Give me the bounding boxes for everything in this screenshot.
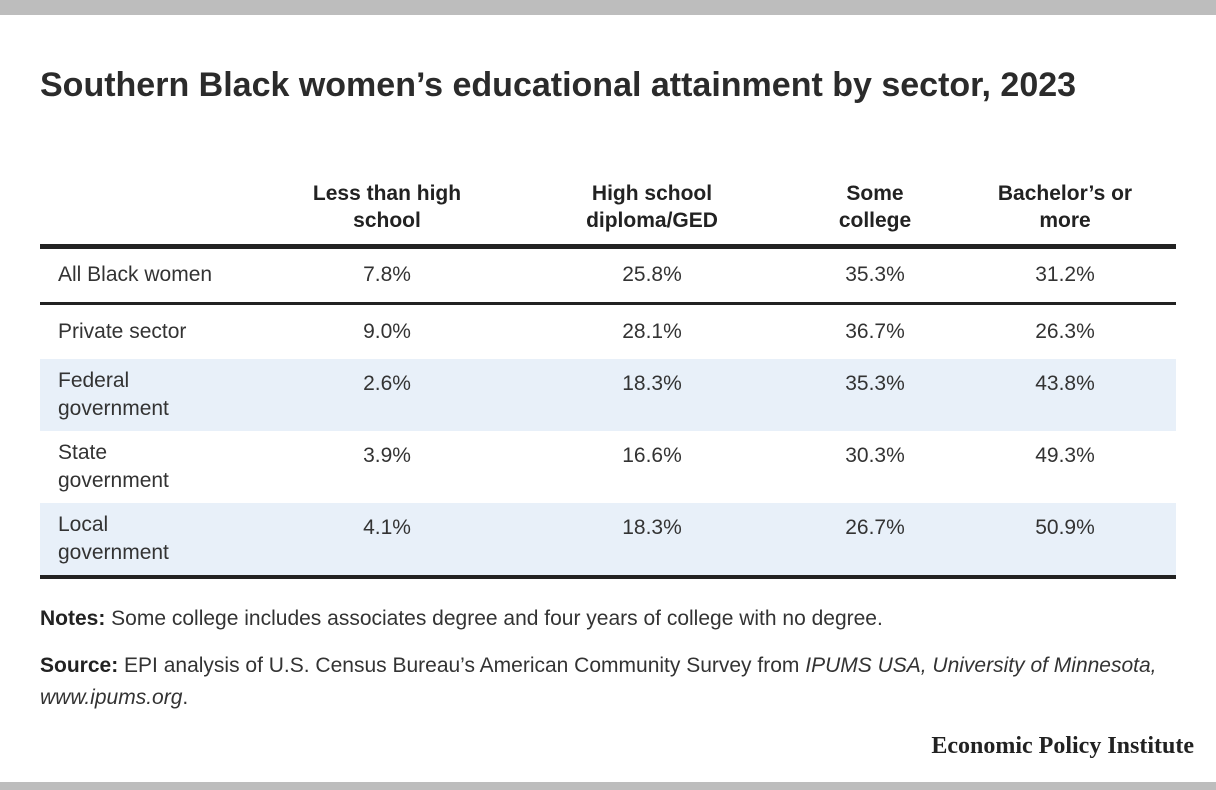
row-label: Private sector — [58, 320, 187, 343]
table-cell: 18.3% — [622, 372, 682, 395]
epi-logo: Economic Policy Institute — [931, 733, 1194, 759]
table-cell: 30.3% — [845, 444, 905, 467]
row-label: Local government — [58, 513, 169, 564]
row-label: Federal government — [58, 369, 169, 420]
table-cell: 4.1% — [363, 516, 411, 539]
top-frame-bar — [0, 0, 1216, 15]
source-label: Source: — [40, 654, 119, 677]
table-cell: 49.3% — [1035, 444, 1095, 467]
table-cell: 36.7% — [845, 320, 905, 343]
table-cell: 26.3% — [1035, 320, 1095, 343]
table-cell: 43.8% — [1035, 372, 1095, 395]
source-text: EPI analysis of U.S. Census Bureau’s Ame… — [118, 654, 806, 677]
row-label: All Black women — [58, 263, 213, 286]
source: Source: EPI analysis of U.S. Census Bure… — [40, 650, 1170, 714]
table-cell: 9.0% — [363, 320, 411, 343]
column-header-bachelors-text: Bachelor’s or more — [997, 182, 1133, 232]
bottom-frame-bar — [0, 782, 1216, 790]
source-end: . — [182, 686, 189, 709]
notes-text: Some college includes associates degree … — [105, 607, 883, 630]
table-cell: 35.3% — [845, 263, 905, 286]
row-label: State government — [58, 441, 169, 492]
table-row-state-government: State government 3.9% 16.6% 30.3% 49.3% — [40, 431, 1176, 503]
table-cell: 2.6% — [363, 372, 411, 395]
table-row-all-black-women: All Black women 7.8% 25.8% 35.3% 31.2% — [40, 249, 1176, 305]
notes: Notes: Some college includes associates … — [40, 603, 1170, 635]
source-italic-text: IPUMS USA, University of Minnesota, www.… — [40, 654, 1157, 709]
notes-label: Notes: — [40, 607, 106, 630]
data-table: Less than high school High school diplom… — [40, 178, 1176, 579]
table-row-federal-government: Federal government 2.6% 18.3% 35.3% 43.8… — [40, 359, 1176, 431]
column-header-high-school-text: High school diploma/GED — [586, 182, 718, 232]
table-cell: 3.9% — [363, 444, 411, 467]
table-header: Less than high school High school diplom… — [40, 178, 1176, 249]
table-cell: 16.6% — [622, 444, 682, 467]
column-header-some-college: Some college — [810, 180, 940, 234]
column-header-less-than-high-school: Less than high school — [287, 180, 487, 234]
column-header-less-than-high-school-text: Less than high school — [312, 182, 462, 232]
column-header-some-college-text: Some college — [838, 182, 912, 232]
table-cell: 7.8% — [363, 263, 411, 286]
table-cell: 31.2% — [1035, 263, 1095, 286]
table-cell: 50.9% — [1035, 516, 1095, 539]
table-row-private-sector: Private sector 9.0% 28.1% 36.7% 26.3% — [40, 305, 1176, 359]
table-cell: 26.7% — [845, 516, 905, 539]
table-cell: 35.3% — [845, 372, 905, 395]
table-cell: 28.1% — [622, 320, 682, 343]
table-bottom-rule — [40, 575, 1176, 579]
table-cell: 18.3% — [622, 516, 682, 539]
table-row-local-government: Local government 4.1% 18.3% 26.7% 50.9% — [40, 503, 1176, 575]
column-header-high-school: High school diploma/GED — [552, 180, 752, 234]
chart-title: Southern Black women’s educational attai… — [40, 66, 1077, 104]
column-header-bachelors: Bachelor’s or more — [965, 180, 1165, 234]
table-cell: 25.8% — [622, 263, 682, 286]
